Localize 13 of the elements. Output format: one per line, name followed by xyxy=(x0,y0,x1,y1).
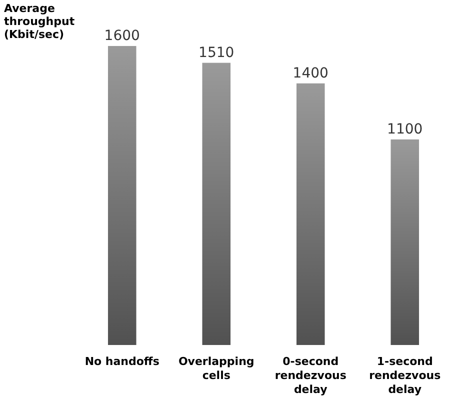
x-tick-label: No handoffs xyxy=(84,355,160,368)
y-axis-title: Average throughput (Kbit/sec) xyxy=(4,2,75,41)
bar xyxy=(296,83,325,345)
bar xyxy=(202,62,231,345)
data-label: 1100 xyxy=(387,121,423,138)
data-label: 1510 xyxy=(198,44,234,61)
bar xyxy=(390,139,420,345)
data-label: 1400 xyxy=(292,65,328,82)
x-tick-label: 1-second rendezvous delay xyxy=(369,355,442,396)
data-label: 1600 xyxy=(104,28,140,44)
x-tick-label: 0-second rendezvous delay xyxy=(274,355,347,396)
x-tick-label: Overlapping cells xyxy=(178,355,254,382)
bar xyxy=(108,46,136,345)
